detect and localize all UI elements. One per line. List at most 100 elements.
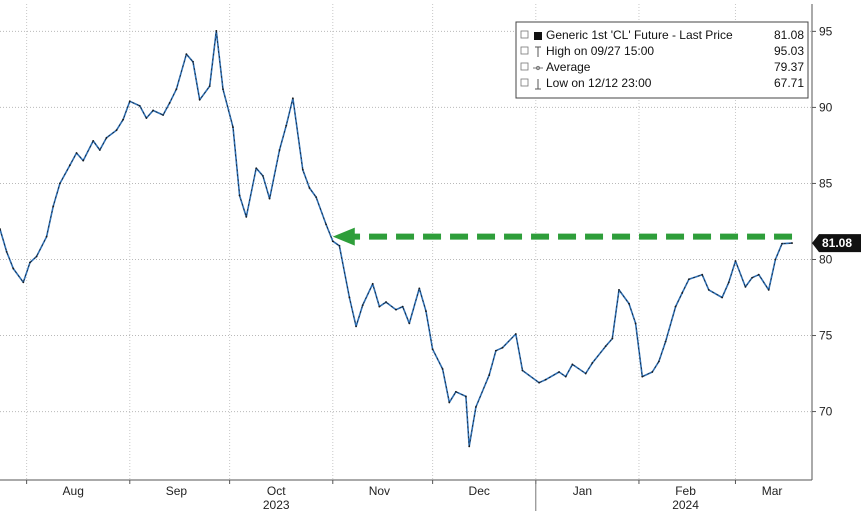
data-point — [105, 136, 108, 139]
data-point — [501, 346, 504, 349]
data-point — [245, 216, 248, 218]
x-tick-label: Nov — [369, 484, 390, 498]
legend-entry — [535, 46, 541, 57]
legend-entry — [534, 32, 542, 40]
legend-label: High on 09/27 15:00 — [546, 44, 654, 58]
data-point — [338, 244, 341, 247]
y-tick-label: 95 — [819, 24, 833, 38]
x-tick-label: Dec — [469, 484, 490, 498]
data-point — [168, 101, 171, 104]
legend-toggle-icon — [520, 62, 529, 71]
data-point — [268, 197, 271, 200]
data-point — [0, 228, 1, 230]
data-point — [521, 369, 524, 372]
data-point — [98, 149, 101, 151]
legend-label: Generic 1st 'CL' Future - Last Price — [546, 28, 733, 42]
data-point — [308, 187, 311, 189]
data-point — [35, 255, 38, 258]
data-point — [774, 258, 777, 261]
data-point — [122, 118, 125, 121]
last-value-box — [812, 234, 861, 253]
data-point — [721, 296, 724, 299]
data-point — [564, 375, 567, 378]
data-point — [664, 340, 667, 343]
data-point — [687, 278, 690, 281]
data-point — [22, 281, 25, 284]
data-point — [781, 242, 783, 245]
price-series — [0, 30, 793, 448]
data-point — [68, 164, 71, 167]
data-point — [514, 333, 517, 335]
data-point — [571, 363, 574, 366]
data-point — [385, 301, 387, 303]
data-point — [558, 371, 560, 373]
y-tick-label: 75 — [819, 329, 833, 343]
data-point — [325, 223, 328, 226]
last-value-label: 81.08 — [822, 236, 852, 250]
year-label: 2024 — [672, 498, 699, 511]
legend-toggle-icon — [520, 78, 529, 87]
data-point — [681, 292, 684, 294]
data-point — [408, 322, 411, 325]
data-point — [494, 349, 497, 352]
data-point — [331, 240, 334, 243]
data-point — [378, 305, 381, 308]
data-point — [262, 174, 264, 177]
data-point — [138, 104, 141, 107]
axes — [0, 4, 816, 511]
data-point — [674, 305, 677, 308]
data-point — [162, 114, 164, 116]
arrow-head — [332, 227, 355, 246]
data-point — [192, 60, 194, 63]
x-tick-labels: Aug Sep Oct Nov Dec Jan Feb Mar 2023 2024 — [63, 484, 783, 511]
legend-value: 95.03 — [774, 44, 804, 58]
data-point — [604, 345, 607, 348]
last-value-marker: 81.08 — [812, 234, 861, 253]
data-point — [591, 362, 594, 364]
data-point — [355, 325, 357, 328]
x-tick-label: Mar — [762, 484, 783, 498]
data-point — [767, 289, 770, 291]
x-tick-label: Oct — [267, 484, 286, 498]
data-point — [634, 322, 637, 325]
data-point — [198, 98, 201, 101]
data-point — [468, 445, 471, 448]
data-point — [59, 182, 61, 185]
data-point — [92, 139, 95, 142]
data-point — [465, 395, 467, 398]
data-point — [175, 88, 178, 91]
data-point — [701, 273, 704, 276]
data-point — [371, 282, 374, 285]
square-icon — [534, 32, 542, 40]
data-point — [115, 129, 118, 132]
y-tick-label: 80 — [819, 252, 833, 266]
data-point — [12, 267, 15, 270]
x-tick-label: Feb — [675, 484, 696, 498]
data-point — [734, 260, 737, 262]
legend-toggle-icon — [520, 30, 529, 39]
data-point — [401, 305, 404, 308]
data-point — [441, 368, 444, 370]
data-point — [431, 348, 434, 351]
data-point — [232, 126, 234, 129]
data-point — [395, 308, 397, 311]
high-marker-icon — [535, 46, 541, 57]
data-point — [5, 250, 8, 253]
data-point — [301, 168, 304, 171]
data-point — [425, 310, 427, 313]
y-tick-label: 70 — [819, 405, 833, 419]
data-point — [658, 360, 660, 363]
data-point — [75, 152, 78, 154]
data-point — [291, 97, 294, 100]
data-point — [45, 235, 48, 238]
data-point — [285, 124, 288, 127]
data-point — [361, 304, 364, 307]
data-point — [455, 390, 457, 393]
data-point — [611, 337, 614, 340]
legend-entry — [535, 79, 541, 90]
data-point — [128, 100, 131, 103]
y-tick-label: 90 — [819, 100, 833, 114]
legend: Generic 1st 'CL' Future - Last Price 81.0… — [515, 21, 809, 99]
data-point — [584, 372, 587, 375]
